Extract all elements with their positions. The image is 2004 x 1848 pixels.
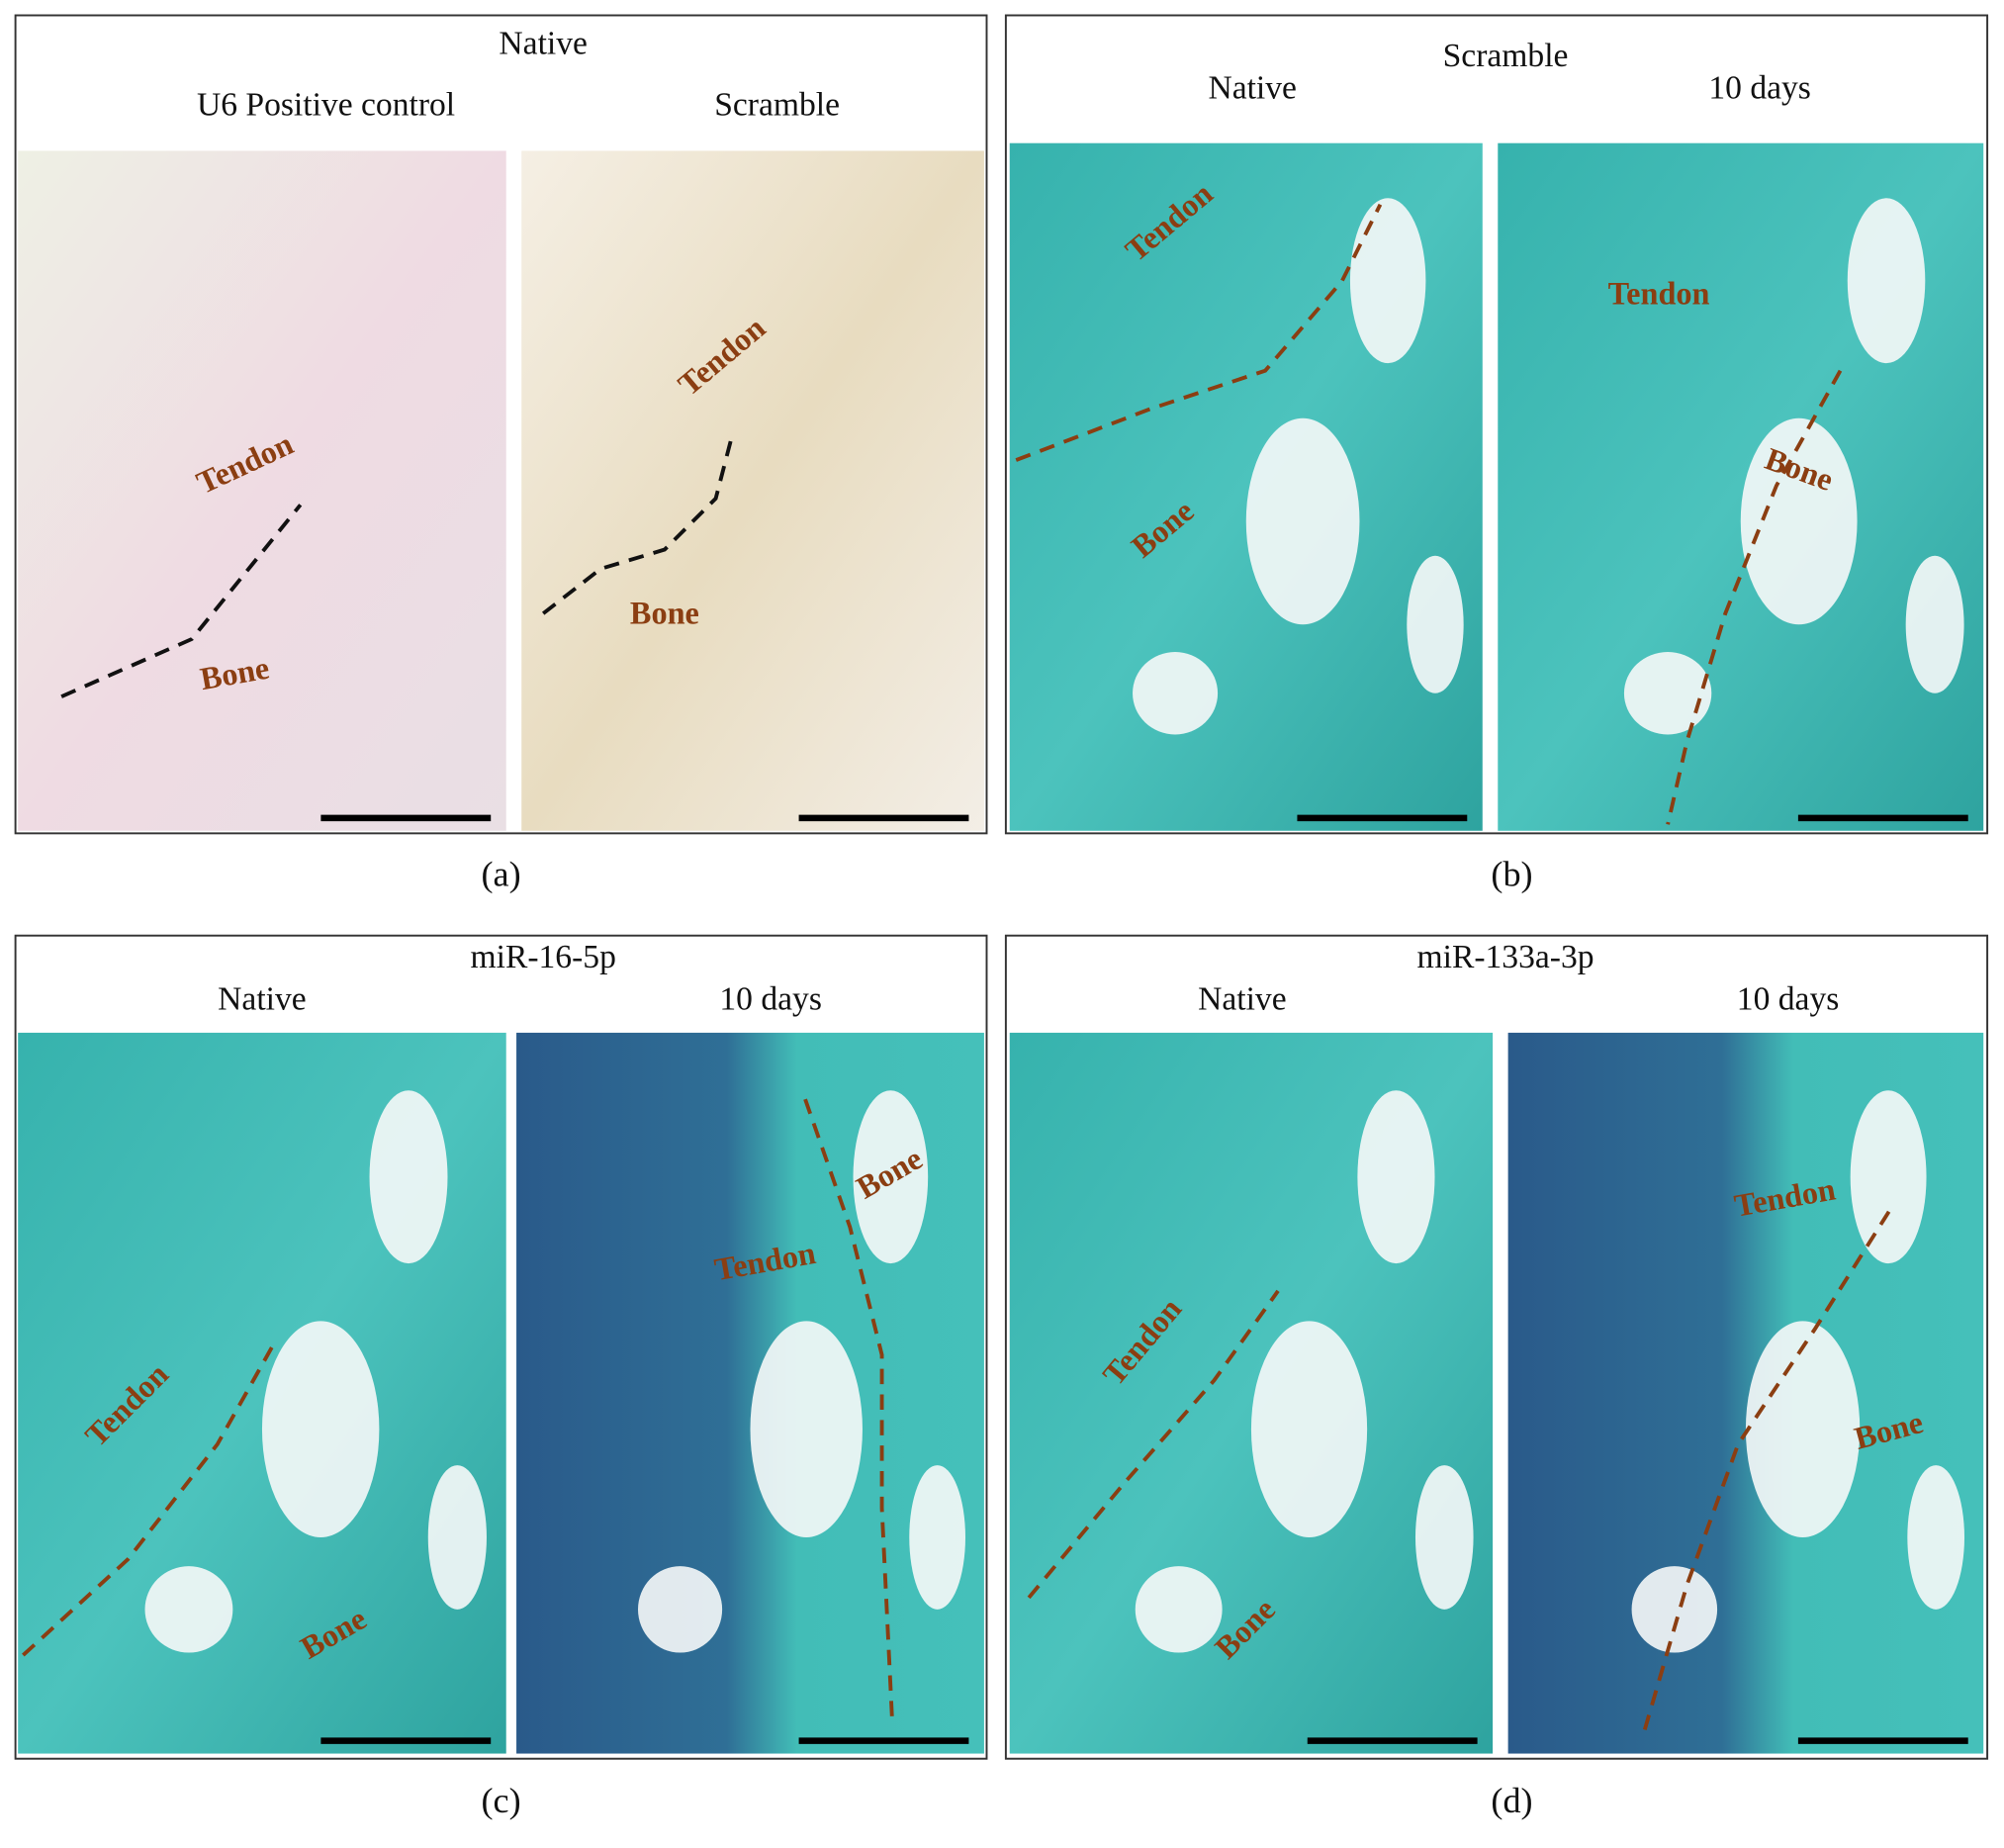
image-caption: 10 days <box>1737 981 1840 1018</box>
image-caption: Native <box>218 981 307 1018</box>
panel-frame <box>1004 14 1989 835</box>
boundary-line <box>803 1098 894 1719</box>
boundary-line <box>1027 1289 1280 1600</box>
tissue-void <box>1847 198 1926 364</box>
image-caption: Native <box>1208 69 1297 106</box>
tissue-void <box>1407 555 1464 693</box>
tissue-void <box>1905 555 1964 693</box>
tissue-void <box>1631 1566 1718 1653</box>
image-caption: 10 days <box>719 981 822 1018</box>
panel-letter: (d) <box>1491 1781 1532 1820</box>
micrograph <box>521 150 984 831</box>
tissue-label: Tendon <box>1608 275 1710 311</box>
boundary-line <box>1666 369 1843 825</box>
tissue-void <box>1135 1566 1223 1653</box>
panel-title: miR-16-5p <box>471 939 616 975</box>
tissue-void <box>1357 1090 1435 1264</box>
panel-frame <box>1004 934 1989 1760</box>
tissue-void <box>1250 1321 1368 1537</box>
tissue-void <box>909 1465 965 1610</box>
tissue-void <box>144 1566 233 1653</box>
tissue-void <box>1414 1465 1474 1610</box>
tissue-void <box>853 1090 929 1264</box>
tissue-label: Bone <box>630 595 699 630</box>
tissue-void <box>261 1321 380 1537</box>
tissue-void <box>369 1090 448 1264</box>
tissue-void <box>750 1321 863 1537</box>
panel-letter: (c) <box>481 1781 520 1820</box>
image-caption: Scramble <box>714 86 840 123</box>
boundary-line <box>22 1340 277 1657</box>
boundary-line <box>60 504 303 698</box>
panel-title: miR-133a-3p <box>1416 939 1594 975</box>
tissue-void <box>1245 417 1360 625</box>
tissue-void <box>1349 198 1426 364</box>
tissue-void <box>1740 417 1858 625</box>
tissue-void <box>1623 652 1712 735</box>
tissue-void <box>1745 1321 1861 1537</box>
micrograph <box>18 150 506 831</box>
panel-frame <box>14 14 988 835</box>
image-caption: 10 days <box>1708 69 1811 106</box>
tissue-void <box>637 1566 723 1653</box>
tissue-void <box>1850 1090 1927 1264</box>
panel-frame <box>14 934 988 1760</box>
panel-title: Native <box>499 25 588 61</box>
panel-title: Scramble <box>1443 38 1569 74</box>
tissue-void <box>1907 1465 1964 1610</box>
tissue-void <box>1133 652 1219 735</box>
boundary-line <box>1015 203 1383 462</box>
panel-letter: (b) <box>1491 854 1532 893</box>
panel-letter: (a) <box>481 854 520 893</box>
tissue-void <box>427 1465 487 1610</box>
image-caption: U6 Positive control <box>197 86 455 123</box>
boundary-line <box>541 433 735 615</box>
image-caption: Native <box>1198 981 1287 1018</box>
